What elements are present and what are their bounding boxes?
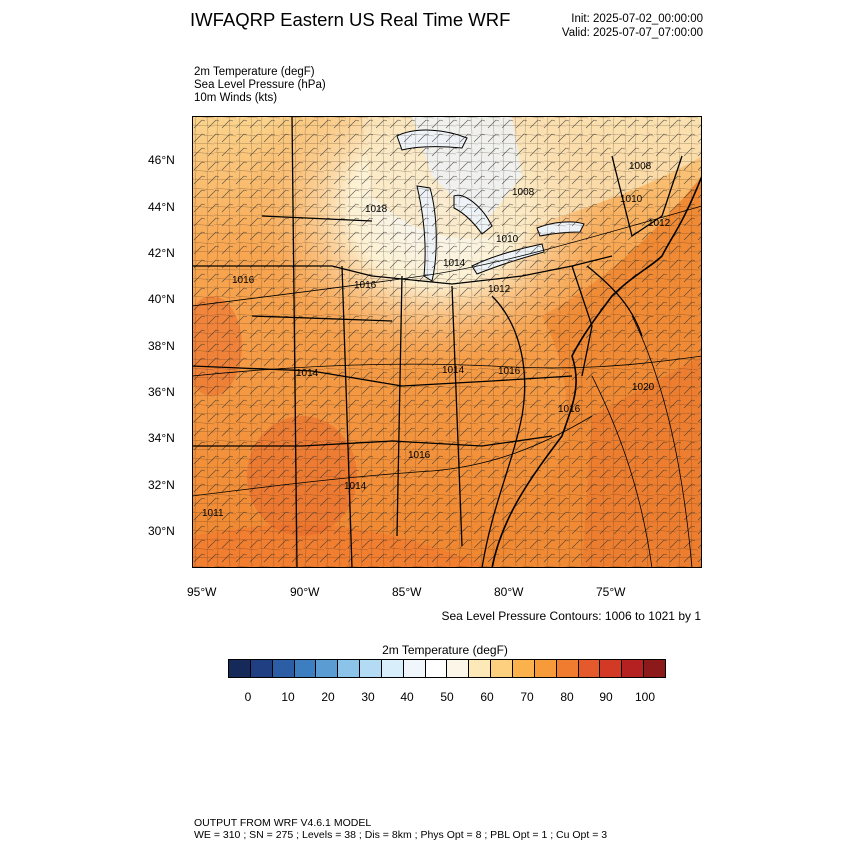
colorbar-swatch: [512, 660, 535, 677]
isobar-label: 1014: [344, 481, 367, 492]
colorbar-swatch: [250, 660, 273, 677]
colorbar: [228, 659, 666, 678]
lat-label: 36°N: [148, 385, 175, 399]
isobar-label: 1016: [408, 450, 431, 461]
lat-label: 30°N: [148, 524, 175, 538]
colorbar-tick-label: 90: [599, 690, 613, 704]
lon-label: 75°W: [596, 585, 626, 599]
isobar-label: 1016: [498, 366, 521, 377]
colorbar-swatch: [381, 660, 404, 677]
isobar-label: 1008: [512, 187, 535, 198]
lat-label: 44°N: [148, 200, 175, 214]
field-pressure-label: Sea Level Pressure (hPa): [194, 79, 326, 91]
colorbar-tick-label: 70: [520, 690, 534, 704]
isobar-label: 1020: [632, 382, 655, 393]
isobar-label: 1014: [296, 368, 319, 379]
colorbar-swatch: [600, 660, 623, 677]
lat-label: 38°N: [148, 339, 175, 353]
isobar-label: 1010: [496, 234, 519, 245]
colorbar-swatch: [534, 660, 557, 677]
isobar-label: 1016: [354, 280, 377, 291]
colorbar-tick-label: 20: [321, 690, 335, 704]
colorbar-swatch: [316, 660, 339, 677]
model-output-label: OUTPUT FROM WRF V4.6.1 MODEL: [194, 817, 372, 829]
colorbar-tick-label: 100: [634, 690, 656, 704]
lat-label: 42°N: [148, 246, 175, 260]
colorbar-tick-label: 0: [244, 690, 252, 704]
lon-label: 90°W: [290, 585, 320, 599]
colorbar-tick-label: 50: [440, 690, 454, 704]
colorbar-swatch: [447, 660, 470, 677]
colorbar-swatch: [272, 660, 295, 677]
isobar-label: 1012: [488, 284, 511, 295]
colorbar-swatch: [491, 660, 513, 677]
colorbar-swatch: [425, 660, 448, 677]
lat-label: 32°N: [148, 478, 175, 492]
colorbar-swatch: [622, 660, 645, 677]
colorbar-tick-label: 10: [281, 690, 295, 704]
colorbar-tick-label: 80: [560, 690, 574, 704]
lat-label: 40°N: [148, 292, 175, 306]
lat-label: 46°N: [148, 153, 175, 167]
colorbar-swatch: [469, 660, 492, 677]
colorbar-swatch: [294, 660, 317, 677]
colorbar-tick-label: 40: [400, 690, 414, 704]
lon-label: 80°W: [494, 585, 524, 599]
lon-label: 85°W: [392, 585, 422, 599]
isobar-label: 1014: [443, 258, 466, 269]
plot-title: IWFAQRP Eastern US Real Time WRF: [190, 9, 511, 30]
isobar-label: 1008: [629, 161, 652, 172]
isobar-label: 1016: [232, 275, 255, 286]
model-config-label: WE = 310 ; SN = 275 ; Levels = 38 ; Dis …: [194, 829, 608, 841]
colorbar-title: 2m Temperature (degF): [382, 643, 508, 657]
colorbar-swatch: [644, 660, 665, 677]
isobar-label: 1011: [202, 508, 224, 519]
field-temperature-label: 2m Temperature (degF): [194, 66, 315, 78]
valid-time: Valid: 2025-07-07_07:00:00: [561, 27, 703, 39]
colorbar-swatch: [556, 660, 579, 677]
colorbar-swatch: [338, 660, 361, 677]
colorbar-swatch: [403, 660, 426, 677]
colorbar-swatch: [229, 660, 251, 677]
colorbar-swatch: [360, 660, 382, 677]
isobar-label: 1018: [365, 204, 388, 215]
isobar-label: 1010: [620, 194, 643, 205]
isobar-label: 1016: [558, 404, 581, 415]
lon-label: 95°W: [187, 585, 217, 599]
colorbar-tick-label: 30: [361, 690, 375, 704]
lat-label: 34°N: [148, 431, 175, 445]
contour-note: Sea Level Pressure Contours: 1006 to 102…: [441, 609, 702, 623]
isobar-label: 1014: [442, 365, 465, 376]
colorbar-tick-label: 60: [480, 690, 494, 704]
init-time: Init: 2025-07-02_00:00:00: [571, 13, 703, 25]
field-winds-label: 10m Winds (kts): [194, 92, 278, 104]
colorbar-swatch: [578, 660, 601, 677]
isobar-label: 1012: [648, 218, 671, 229]
weather-map: 1008 1008 1010 1010 1012 1012 1014 1014 …: [192, 116, 702, 568]
